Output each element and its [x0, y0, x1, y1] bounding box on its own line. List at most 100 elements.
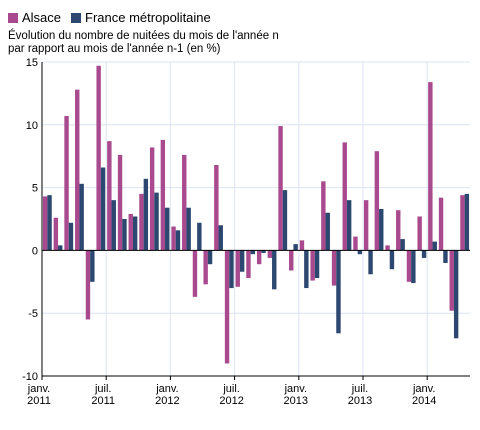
bar-alsace: [278, 126, 283, 251]
x-tick-label-year: 2012: [219, 395, 243, 407]
legend-item-france: France métropolitaine: [71, 10, 211, 25]
bar-france: [432, 241, 437, 251]
bar-alsace: [53, 217, 59, 251]
y-tick-label: 0: [32, 245, 38, 257]
x-tick-label-year: 2011: [91, 395, 115, 407]
bar-alsace: [385, 245, 390, 251]
bar-france: [368, 250, 373, 275]
bar-france: [79, 183, 84, 251]
bar-france: [122, 219, 127, 251]
bar-france: [239, 250, 245, 272]
bar-france: [314, 250, 320, 279]
bar-alsace: [139, 193, 144, 251]
bar-alsace: [75, 89, 80, 251]
x-tick-label-month: janv.: [412, 383, 435, 395]
bar-alsace: [246, 250, 251, 279]
bar-alsace: [64, 116, 69, 251]
y-tick-label: -10: [22, 371, 38, 383]
bar-alsace: [192, 250, 198, 297]
bar-alsace: [160, 139, 166, 251]
x-tick-label-month: juil.: [222, 383, 240, 395]
chart-subtitle-line-2: par rapport au mois de l'année n-1 (en %…: [8, 43, 221, 55]
bar-alsace: [149, 147, 155, 251]
bar-alsace: [224, 250, 230, 364]
legend-label-alsace: Alsace: [22, 10, 62, 25]
bar-france: [411, 250, 416, 284]
bar-france: [443, 250, 448, 263]
bar-alsace: [42, 196, 48, 251]
bar-alsace: [267, 250, 273, 258]
bar-alsace: [128, 213, 133, 251]
legend-swatch-france: [71, 12, 82, 23]
bar-france: [154, 192, 159, 251]
x-tick-label-month: janv.: [155, 383, 178, 395]
legend-label-france: France métropolitaine: [85, 10, 211, 25]
x-tick-label-year: 2011: [27, 395, 51, 407]
bar-alsace: [289, 250, 294, 271]
y-tick-label: 5: [32, 183, 38, 195]
bar-france: [272, 250, 277, 290]
bar-france: [218, 225, 223, 251]
legend: Alsace France métropolitaine: [8, 10, 221, 25]
bar-france: [336, 250, 341, 334]
bar-france: [357, 250, 363, 255]
bar-alsace: [331, 250, 337, 286]
bar-france: [207, 250, 213, 265]
x-tick-label-year: 2012: [155, 395, 179, 407]
x-tick-label-month: janv.: [27, 383, 50, 395]
x-tick-label-year: 2013: [348, 395, 372, 407]
bar-alsace: [374, 151, 380, 251]
bar-france: [421, 250, 427, 258]
bar-alsace: [449, 250, 454, 311]
bar-france: [250, 250, 256, 255]
bar-alsace: [203, 250, 208, 285]
x-tick-label-month: juil.: [351, 383, 369, 395]
bar-alsace: [396, 210, 401, 251]
bar-france: [58, 245, 63, 251]
bar-alsace: [428, 82, 433, 251]
bar-alsace: [107, 141, 112, 251]
bar-alsace: [406, 250, 412, 282]
bar-france: [68, 222, 74, 251]
legend-swatch-alsace: [8, 12, 18, 23]
bar-france: [282, 190, 288, 251]
bar-alsace: [417, 216, 422, 251]
x-tick-label-month: juil.: [94, 383, 112, 395]
bar-alsace: [438, 197, 444, 251]
bar-alsace: [299, 240, 305, 251]
bar-france: [346, 200, 352, 251]
bar-france: [111, 200, 116, 251]
bar-france: [389, 250, 395, 270]
bar-alsace: [214, 164, 219, 251]
bar-france: [132, 216, 138, 251]
bar-france: [229, 250, 234, 289]
bar-alsace: [182, 154, 187, 251]
bar-france: [304, 250, 309, 289]
bar-france: [453, 250, 459, 339]
bar-france: [325, 212, 330, 251]
bar-alsace: [256, 250, 262, 265]
bar-france: [100, 167, 106, 251]
x-tick-label-month: janv.: [284, 383, 307, 395]
bar-france: [261, 250, 266, 253]
x-tick-label-year: 2013: [284, 395, 308, 407]
bar-alsace: [460, 195, 465, 251]
bar-alsace: [342, 142, 347, 251]
bar-france: [464, 193, 470, 251]
bar-alsace: [363, 200, 369, 251]
legend-item-alsace: Alsace: [8, 10, 61, 25]
bar-alsace: [235, 250, 240, 287]
chart-subtitle-line-1: Évolution du nombre de nuitées du mois d…: [8, 30, 279, 42]
bar-france: [165, 207, 170, 251]
bar-alsace: [96, 65, 101, 251]
bar-alsace: [310, 250, 315, 281]
bar-alsace: [321, 181, 326, 251]
bar-france: [293, 244, 298, 251]
bar-france: [175, 230, 181, 251]
chart-subtitle: Évolution du nombre de nuitées du mois d…: [8, 30, 279, 56]
bar-alsace: [85, 250, 91, 320]
bar-alsace: [171, 226, 176, 251]
y-tick-label: 10: [26, 120, 38, 132]
bar-france: [90, 250, 95, 282]
